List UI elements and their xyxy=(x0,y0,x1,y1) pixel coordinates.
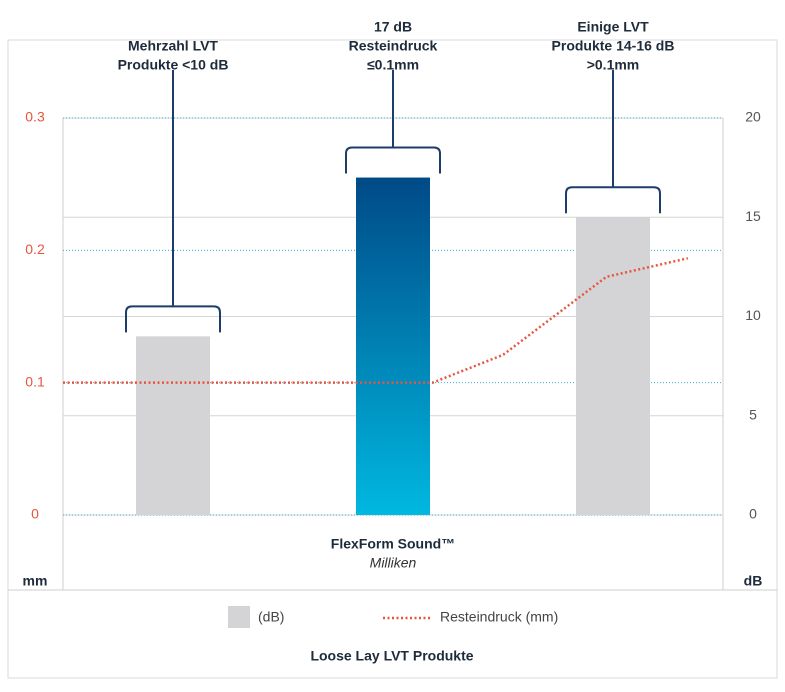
y-tick-label: 0.1 xyxy=(25,373,45,389)
y2-tick-label: 5 xyxy=(749,406,757,422)
annotation: ≤0.1mm xyxy=(367,57,419,73)
legend-swatch xyxy=(228,606,250,628)
annotation: Resteindruck xyxy=(349,38,438,54)
annotation: Produkte 14-16 dB xyxy=(552,38,675,54)
x-tick-label: FlexForm Sound™ xyxy=(331,536,455,552)
y-tick-label: 0.3 xyxy=(25,109,45,125)
y2-tick-label: 15 xyxy=(745,208,761,224)
y2-tick-label: 20 xyxy=(745,109,761,125)
chart-title: Loose Lay LVT Produkte xyxy=(310,648,473,664)
bracket xyxy=(125,305,221,333)
y-axis-label: mm xyxy=(23,573,48,589)
y-tick-label: 0.2 xyxy=(25,241,45,257)
legend-label: (dB) xyxy=(258,609,284,625)
annotation: Mehrzahl LVT xyxy=(128,38,218,54)
annotation: >0.1mm xyxy=(587,57,640,73)
bar xyxy=(356,177,430,516)
y-tick-label: 0 xyxy=(31,506,39,522)
legend-label: Resteindruck (mm) xyxy=(440,609,558,625)
x-tick-label: Milliken xyxy=(370,555,417,571)
y2-axis-label: dB xyxy=(744,573,763,589)
annotation: Produkte <10 dB xyxy=(118,57,229,73)
y2-tick-label: 10 xyxy=(745,307,761,323)
annotation: Einige LVT xyxy=(577,19,649,35)
frame xyxy=(7,39,778,679)
bracket xyxy=(345,146,441,174)
bracket xyxy=(565,186,661,214)
bar xyxy=(136,336,210,515)
annotation: 17 dB xyxy=(374,19,412,35)
bar xyxy=(576,217,650,515)
y2-tick-label: 0 xyxy=(749,506,757,522)
